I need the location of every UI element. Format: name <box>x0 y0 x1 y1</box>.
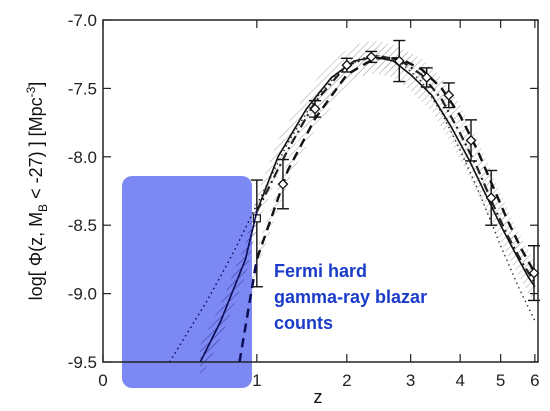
data-point-diamond <box>485 192 497 204</box>
y-tick-label: -7.0 <box>68 11 97 30</box>
data-point-diamond <box>443 89 455 101</box>
data-points <box>250 39 540 302</box>
dashed-uncertainty-band <box>239 47 535 362</box>
data-point-diamond <box>277 178 289 190</box>
highlighted-curves <box>169 195 258 379</box>
y-axis-label: log[ Φ(z, MB < -27) ] [Mpc-3] <box>24 82 50 301</box>
y-tick-label: -9.5 <box>68 353 97 372</box>
x-tick-label: 4 <box>455 371 464 390</box>
plot-frame <box>102 19 539 363</box>
data-point-diamond <box>528 267 540 279</box>
y-tick-label: -8.5 <box>68 216 97 235</box>
model-uncertainty-bands <box>200 40 535 362</box>
data-point-diamond <box>421 72 433 83</box>
x-tick-label: 5 <box>496 371 505 390</box>
annotation-text: Fermi hard gamma-ray blazar counts <box>274 261 427 333</box>
y-tick-label: -8.0 <box>68 148 97 167</box>
data-point-diamond <box>393 55 405 67</box>
annotation-line-3: counts <box>274 313 333 333</box>
x-tick-label: 6 <box>530 371 539 390</box>
dotted-model-curve <box>169 54 536 362</box>
dashed-model-curve <box>238 57 536 362</box>
x-axis-label: z <box>314 387 323 407</box>
solid-uncertainty-band <box>200 40 535 362</box>
x-tick-label: 1 <box>252 371 261 390</box>
y-tick-label: -9.0 <box>68 285 97 304</box>
dashed-model-curve-highlight <box>238 259 258 363</box>
x-tick-label: 3 <box>406 371 415 390</box>
axes: 0 1 2 3 4 5 6 -7.0 -7.5 -8.0 -8.5 -9.0 -9.5 <box>68 11 540 390</box>
y-tick-label: -7.5 <box>68 79 97 98</box>
data-point-diamond <box>309 103 321 115</box>
data-point-diamond <box>341 59 353 71</box>
solid-band-highlight <box>200 195 257 379</box>
dash-dot-model-curve <box>255 54 536 284</box>
dotted-model-curve-highlight <box>169 204 258 363</box>
annotation-line-2: gamma-ray blazar <box>274 287 427 307</box>
x-tick-label: 2 <box>342 371 351 390</box>
annotation-line-1: Fermi hard <box>274 261 367 281</box>
data-point-diamond <box>465 134 477 146</box>
data-point-diamond <box>365 51 377 63</box>
x-tick-label: 0 <box>98 371 107 390</box>
